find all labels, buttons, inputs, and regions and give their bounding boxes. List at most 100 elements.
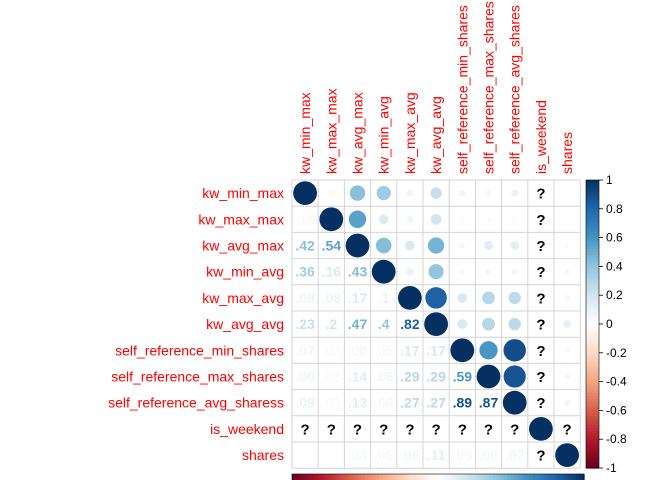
colorbar-segment (586, 194, 599, 198)
bottom-strip-segment (445, 474, 450, 480)
colorbar-segment (586, 398, 599, 403)
correlation-circle (476, 364, 501, 389)
correlation-value-label: .16 (322, 264, 342, 280)
correlation-circle (565, 191, 569, 195)
correlation-circle (404, 240, 415, 251)
bottom-strip-segment (452, 474, 457, 480)
bottom-strip-segment (540, 474, 545, 480)
colorbar-segment (586, 246, 599, 250)
bottom-strip-segment (302, 474, 308, 480)
colorbar-segment (586, 226, 599, 230)
row-label: kw_avg_max (202, 238, 284, 254)
bottom-strip-segment (547, 474, 552, 480)
colorbar-segment (586, 439, 599, 443)
colorbar-tick-label: 0.8 (606, 202, 623, 216)
bottom-strip-segment (529, 474, 534, 480)
correlation-circle (457, 292, 468, 303)
bottom-strip-segment (427, 474, 432, 480)
correlation-value-label: .59 (453, 369, 473, 385)
bottom-strip-segment (573, 474, 578, 480)
correlation-value-label: .2 (325, 316, 337, 332)
correlation-circle (486, 217, 491, 222)
missing-value-label: ? (353, 421, 362, 438)
colorbar-segment (586, 203, 599, 207)
matrix-grid (291, 179, 581, 469)
bottom-strip-segment (332, 474, 337, 480)
colorbar-segment (586, 211, 599, 216)
correlation-value-label: .1 (378, 290, 390, 306)
correlation-circle (459, 189, 466, 197)
colorbar-segment (586, 332, 599, 337)
correlation-circle (565, 218, 569, 221)
column-label: kw_min_max (297, 92, 313, 174)
correlation-value-label: .03 (322, 395, 342, 411)
column-label: self_reference_min_shares (454, 5, 470, 174)
bottom-strip-segment (521, 474, 527, 480)
bottom-strip-segment (511, 474, 516, 480)
correlation-circle (293, 181, 317, 206)
row-label: self_reference_max_shares (111, 369, 284, 385)
colorbar-segment (586, 205, 599, 210)
colorbar-segment (586, 220, 599, 224)
row-label: self_reference_avg_sharess (108, 395, 284, 411)
correlation-value-label: .06 (400, 447, 420, 463)
bottom-strip-segment (375, 474, 381, 480)
colorbar-segment (586, 240, 599, 244)
bottom-strip-segment (507, 474, 512, 480)
bottom-strip-segment (470, 474, 476, 480)
correlation-circle (430, 213, 442, 225)
correlation-circle (406, 189, 414, 197)
missing-value-label: ? (536, 290, 545, 307)
bottom-strip-segment (295, 474, 300, 480)
row-label: kw_avg_avg (206, 316, 284, 332)
colorbar-tick-label: 1 (606, 173, 613, 187)
colorbar-segment (586, 257, 599, 262)
correlation-circle (555, 443, 579, 467)
missing-value-label: ? (327, 421, 336, 438)
correlation-circle (502, 390, 527, 415)
correlation-value-label: .89 (453, 395, 473, 411)
colorbar-segment (586, 180, 599, 184)
colorbar-segment (586, 465, 599, 469)
correlation-circle (459, 269, 465, 275)
colorbar-segment (586, 393, 599, 397)
row-label: kw_min_avg (206, 264, 284, 280)
correlation-circle (430, 187, 442, 199)
bottom-strip-segment (448, 474, 454, 480)
correlation-circle (371, 259, 396, 284)
column-label: kw_min_avg (376, 96, 392, 174)
colorbar-segment (586, 286, 599, 291)
row-label: self_reference_min_shares (115, 342, 284, 358)
bottom-strip-segment (463, 474, 468, 480)
bottom-strip-segment (496, 474, 501, 480)
colorbar-segment (586, 370, 599, 374)
colorbar-segment (586, 309, 599, 314)
correlation-value-label: .27 (400, 395, 420, 411)
colorbar-segment (586, 456, 599, 460)
colorbar-segment (586, 352, 599, 357)
correlation-value-label: .82 (400, 316, 420, 332)
correlation-circle (425, 287, 447, 309)
colorbar-segment (586, 272, 599, 276)
correlation-circle (503, 339, 526, 362)
colorbar-segment (586, 450, 599, 455)
colorbar-segment (586, 188, 599, 193)
colorbar-segment (586, 289, 599, 293)
correlation-value-label: .43 (348, 264, 368, 280)
bottom-strip-segment (394, 474, 399, 480)
colorbar-segment (586, 200, 599, 204)
missing-value-label: ? (536, 395, 545, 412)
bottom-strip-segment (554, 474, 560, 480)
bottom-strip-segment (536, 474, 541, 480)
bottom-strip-segment (474, 474, 479, 480)
colorbar-segment (586, 372, 599, 377)
row-label: shares (242, 447, 284, 463)
correlation-value-label: .47 (348, 316, 368, 332)
colorbar-segment (586, 413, 599, 417)
colorbar-tick-label: 0.6 (606, 231, 623, 245)
row-label: kw_max_max (198, 211, 284, 227)
colorbar-segment (586, 283, 599, 288)
bottom-strip-segment (478, 474, 483, 480)
bottom-strip-segment (423, 474, 428, 480)
